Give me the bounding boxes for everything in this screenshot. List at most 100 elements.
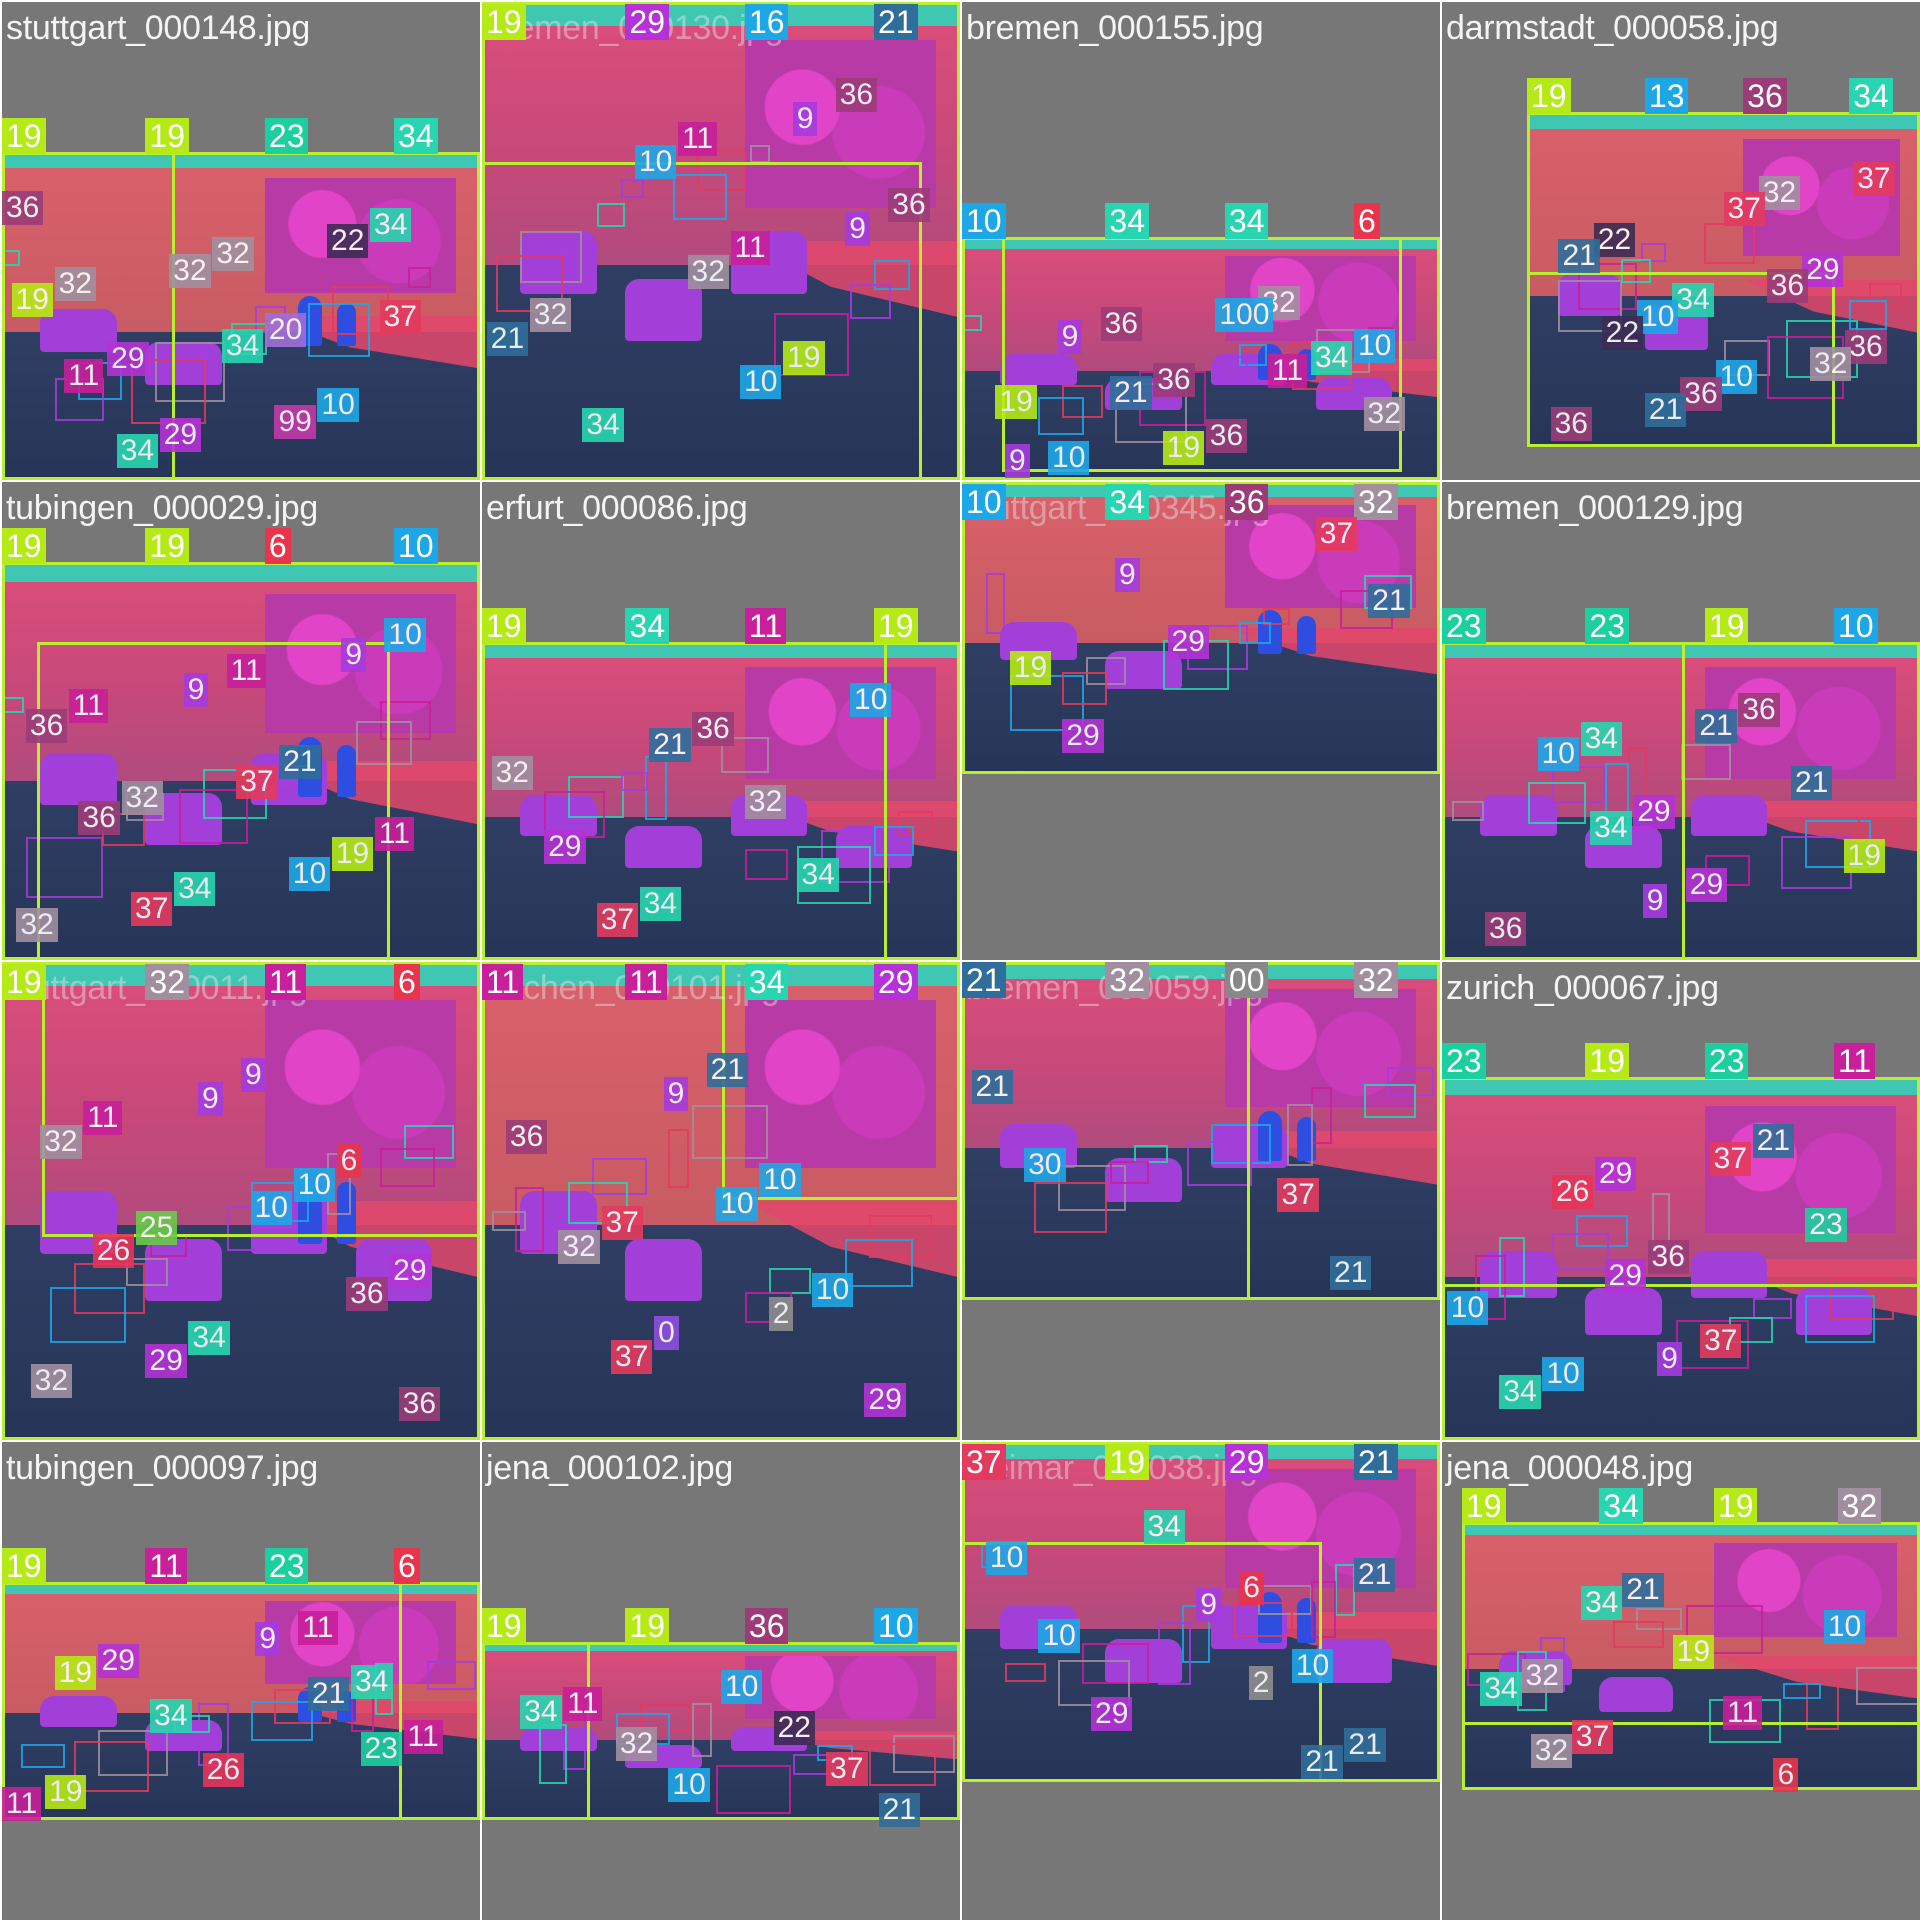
object-bbox <box>1613 1621 1665 1649</box>
mosaic-tile: tubingen_000029.jpg 19 19 6 10 11 32 11 32 34 11 21… <box>2 482 480 960</box>
class-id-label: 23 <box>1442 608 1486 644</box>
class-id-label: 10 <box>384 617 426 652</box>
street-scene <box>482 962 960 1440</box>
class-id-label: 99 <box>274 404 316 439</box>
class-id-label: 34 <box>625 608 669 644</box>
class-id-label: 9 <box>1657 1341 1682 1376</box>
object-bbox <box>1499 1236 1526 1297</box>
object-bbox <box>845 1239 914 1288</box>
class-id-label: 37 <box>1277 1178 1319 1213</box>
street-scene <box>1442 642 1920 960</box>
class-id-label: 29 <box>1091 1697 1133 1731</box>
class-id-label: 10 <box>634 145 677 180</box>
class-id-label: 10 <box>1537 737 1579 772</box>
mosaic-tile: zurich_000067.jpg 23 19 23 11 10 29 36 37 21 23 10 3… <box>1442 962 1920 1440</box>
class-id-label: 2 <box>1248 1666 1274 1701</box>
vegetation-region <box>264 178 457 294</box>
object-bbox <box>379 701 431 741</box>
class-id-label: 29 <box>864 1382 906 1417</box>
class-id-label: 32 <box>145 964 189 1000</box>
object-bbox <box>1263 607 1291 625</box>
mosaic-piece-bbox <box>962 1542 1322 1782</box>
object-bbox <box>697 150 747 192</box>
object-bbox <box>1387 1066 1435 1096</box>
object-bbox <box>355 721 412 766</box>
class-id-label: 36 <box>346 1277 388 1312</box>
class-id-label: 19 <box>783 341 825 376</box>
class-id-label: 19 <box>45 1774 87 1809</box>
object-bbox <box>25 836 103 898</box>
mosaic-tile: bremen_000059.jpg2132003237212130 <box>962 962 1440 1440</box>
class-id-label: 21 <box>1353 1444 1398 1480</box>
class-id-label: 34 <box>1849 78 1893 114</box>
mosaic-tile: weimar_000038.jpg37192921610211010293492… <box>962 1442 1440 1920</box>
class-id-label: 34 <box>744 964 789 1000</box>
class-id-label: 22 <box>327 224 369 259</box>
object-bbox <box>1640 242 1666 262</box>
mosaic-piece-bbox <box>1442 1077 1920 1287</box>
class-id-label: 34 <box>1224 203 1269 239</box>
class-id-label: 36 <box>1100 307 1142 342</box>
class-id-label: 11 <box>83 1100 123 1135</box>
class-id-label: 32 <box>1758 175 1801 210</box>
class-id-label: 6 <box>393 1548 420 1584</box>
class-id-label: 32 <box>40 1124 82 1159</box>
class-id-label: 30 <box>1024 1147 1066 1182</box>
class-id-label: 34 <box>188 1320 230 1355</box>
class-id-label: 6 <box>393 964 420 1000</box>
object-bbox <box>869 1215 933 1259</box>
class-id-label: 37 <box>131 892 173 927</box>
car-region <box>625 279 702 342</box>
car-region <box>145 1239 222 1302</box>
class-id-label: 32 <box>30 1363 73 1398</box>
object-bbox <box>1215 356 1249 384</box>
mosaic-piece-bbox <box>1682 642 1920 960</box>
object-bbox <box>1363 1083 1416 1118</box>
class-id-label: 9 <box>663 1076 689 1111</box>
class-id-label: 13 <box>1644 78 1689 114</box>
class-id-label: 6 <box>1239 1571 1264 1606</box>
object-bbox <box>21 1743 66 1768</box>
class-id-label: 34 <box>1672 282 1714 317</box>
class-id-label: 11 <box>563 1686 603 1721</box>
class-id-label: 37 <box>826 1752 868 1787</box>
class-id-label: 19 <box>1843 839 1885 874</box>
car-region <box>40 753 117 805</box>
class-id-label: 21 <box>1110 375 1152 410</box>
class-id-label: 29 <box>1633 794 1675 829</box>
image-filename: bremen_000155.jpg <box>966 9 1264 47</box>
class-id-label: 22 <box>1593 222 1636 257</box>
class-id-label: 10 <box>1637 299 1679 334</box>
class-id-label: 11 <box>298 1610 338 1645</box>
person-region <box>1296 1117 1316 1162</box>
object-bbox <box>1157 1622 1191 1686</box>
class-id-label: 19 <box>2 964 46 1000</box>
class-id-label: 36 <box>1738 692 1780 727</box>
class-id-label: 32 <box>1353 962 1398 998</box>
vegetation-region <box>1704 667 1897 779</box>
class-id-label: 29 <box>1594 1156 1637 1191</box>
class-id-label: 19 <box>625 1608 669 1644</box>
mosaic-tile: stuttgart_000345.jpg1034363237211929929 <box>962 482 1440 960</box>
class-id-label: 29 <box>1062 718 1104 753</box>
class-id-label: 19 <box>1462 1488 1506 1524</box>
class-id-label: 11 <box>677 121 718 156</box>
class-id-label: 37 <box>611 1339 653 1374</box>
class-id-label: 37 <box>1709 1142 1752 1177</box>
class-id-label: 19 <box>482 1608 526 1644</box>
object-bbox <box>1239 343 1268 366</box>
car-region <box>520 1727 597 1751</box>
street-scene <box>482 2 960 480</box>
class-id-label: 32 <box>529 298 572 333</box>
object-bbox <box>408 266 432 288</box>
car-region <box>1000 353 1077 386</box>
class-id-label: 10 <box>962 203 1006 239</box>
mosaic-piece-bbox <box>172 152 480 480</box>
class-id-label: 11 <box>1833 1043 1876 1079</box>
class-id-label: 11 <box>1267 353 1308 388</box>
class-id-label: 21 <box>649 727 691 762</box>
class-id-label: 10 <box>811 1272 854 1307</box>
car-region <box>625 1239 702 1302</box>
car-region <box>1585 1287 1662 1335</box>
class-id-label: 19 <box>1527 78 1571 114</box>
